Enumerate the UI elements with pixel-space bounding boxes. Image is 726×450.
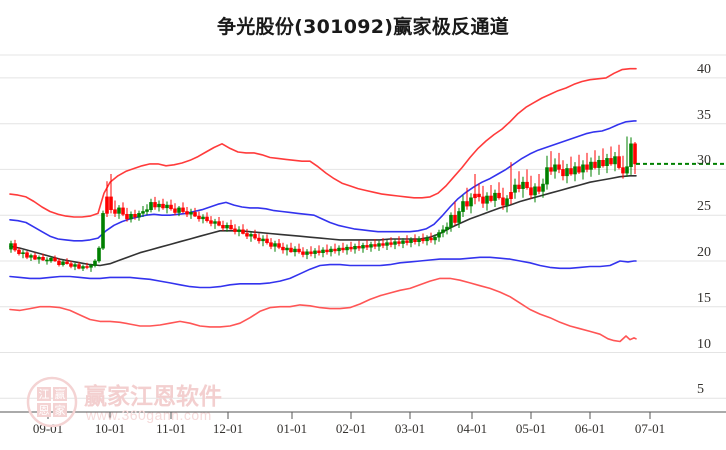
x-axis-tick-label: 12-01 (212, 421, 244, 436)
page-title: 争光股份(301092)赢家极反通道 (216, 16, 510, 38)
x-axis-tick-label: 03-01 (394, 421, 426, 436)
y-axis-tick-label: 25 (697, 199, 711, 215)
channel-band-lines (9, 67, 637, 343)
gridlines (0, 54, 726, 399)
y-axis-tick-label: 35 (697, 107, 711, 123)
x-axis-tick-label: 11-01 (156, 421, 186, 436)
candlestick-series (9, 136, 637, 272)
y-axis-tick-label: 15 (697, 290, 711, 306)
axis-lines (0, 411, 726, 419)
x-axis-tick-label: 07-01 (634, 421, 666, 436)
x-axis-tick-label: 10-01 (94, 421, 126, 436)
x-axis-tick-label: 09-01 (32, 421, 64, 436)
x-axis-tick-label: 01-01 (276, 421, 308, 436)
y-axis-tick-label: 5 (697, 382, 704, 398)
x-axis-tick-label: 05-01 (515, 421, 547, 436)
x-axis-tick-label: 04-01 (456, 421, 488, 436)
y-axis-tick-label: 20 (697, 244, 711, 260)
x-axis-tick-label: 06-01 (574, 421, 606, 436)
y-axis-tick-label: 40 (697, 61, 711, 77)
y-axis-tick-label: 10 (697, 336, 711, 352)
y-axis-tick-label: 30 (697, 153, 711, 169)
x-axis-tick-label: 02-01 (335, 421, 367, 436)
